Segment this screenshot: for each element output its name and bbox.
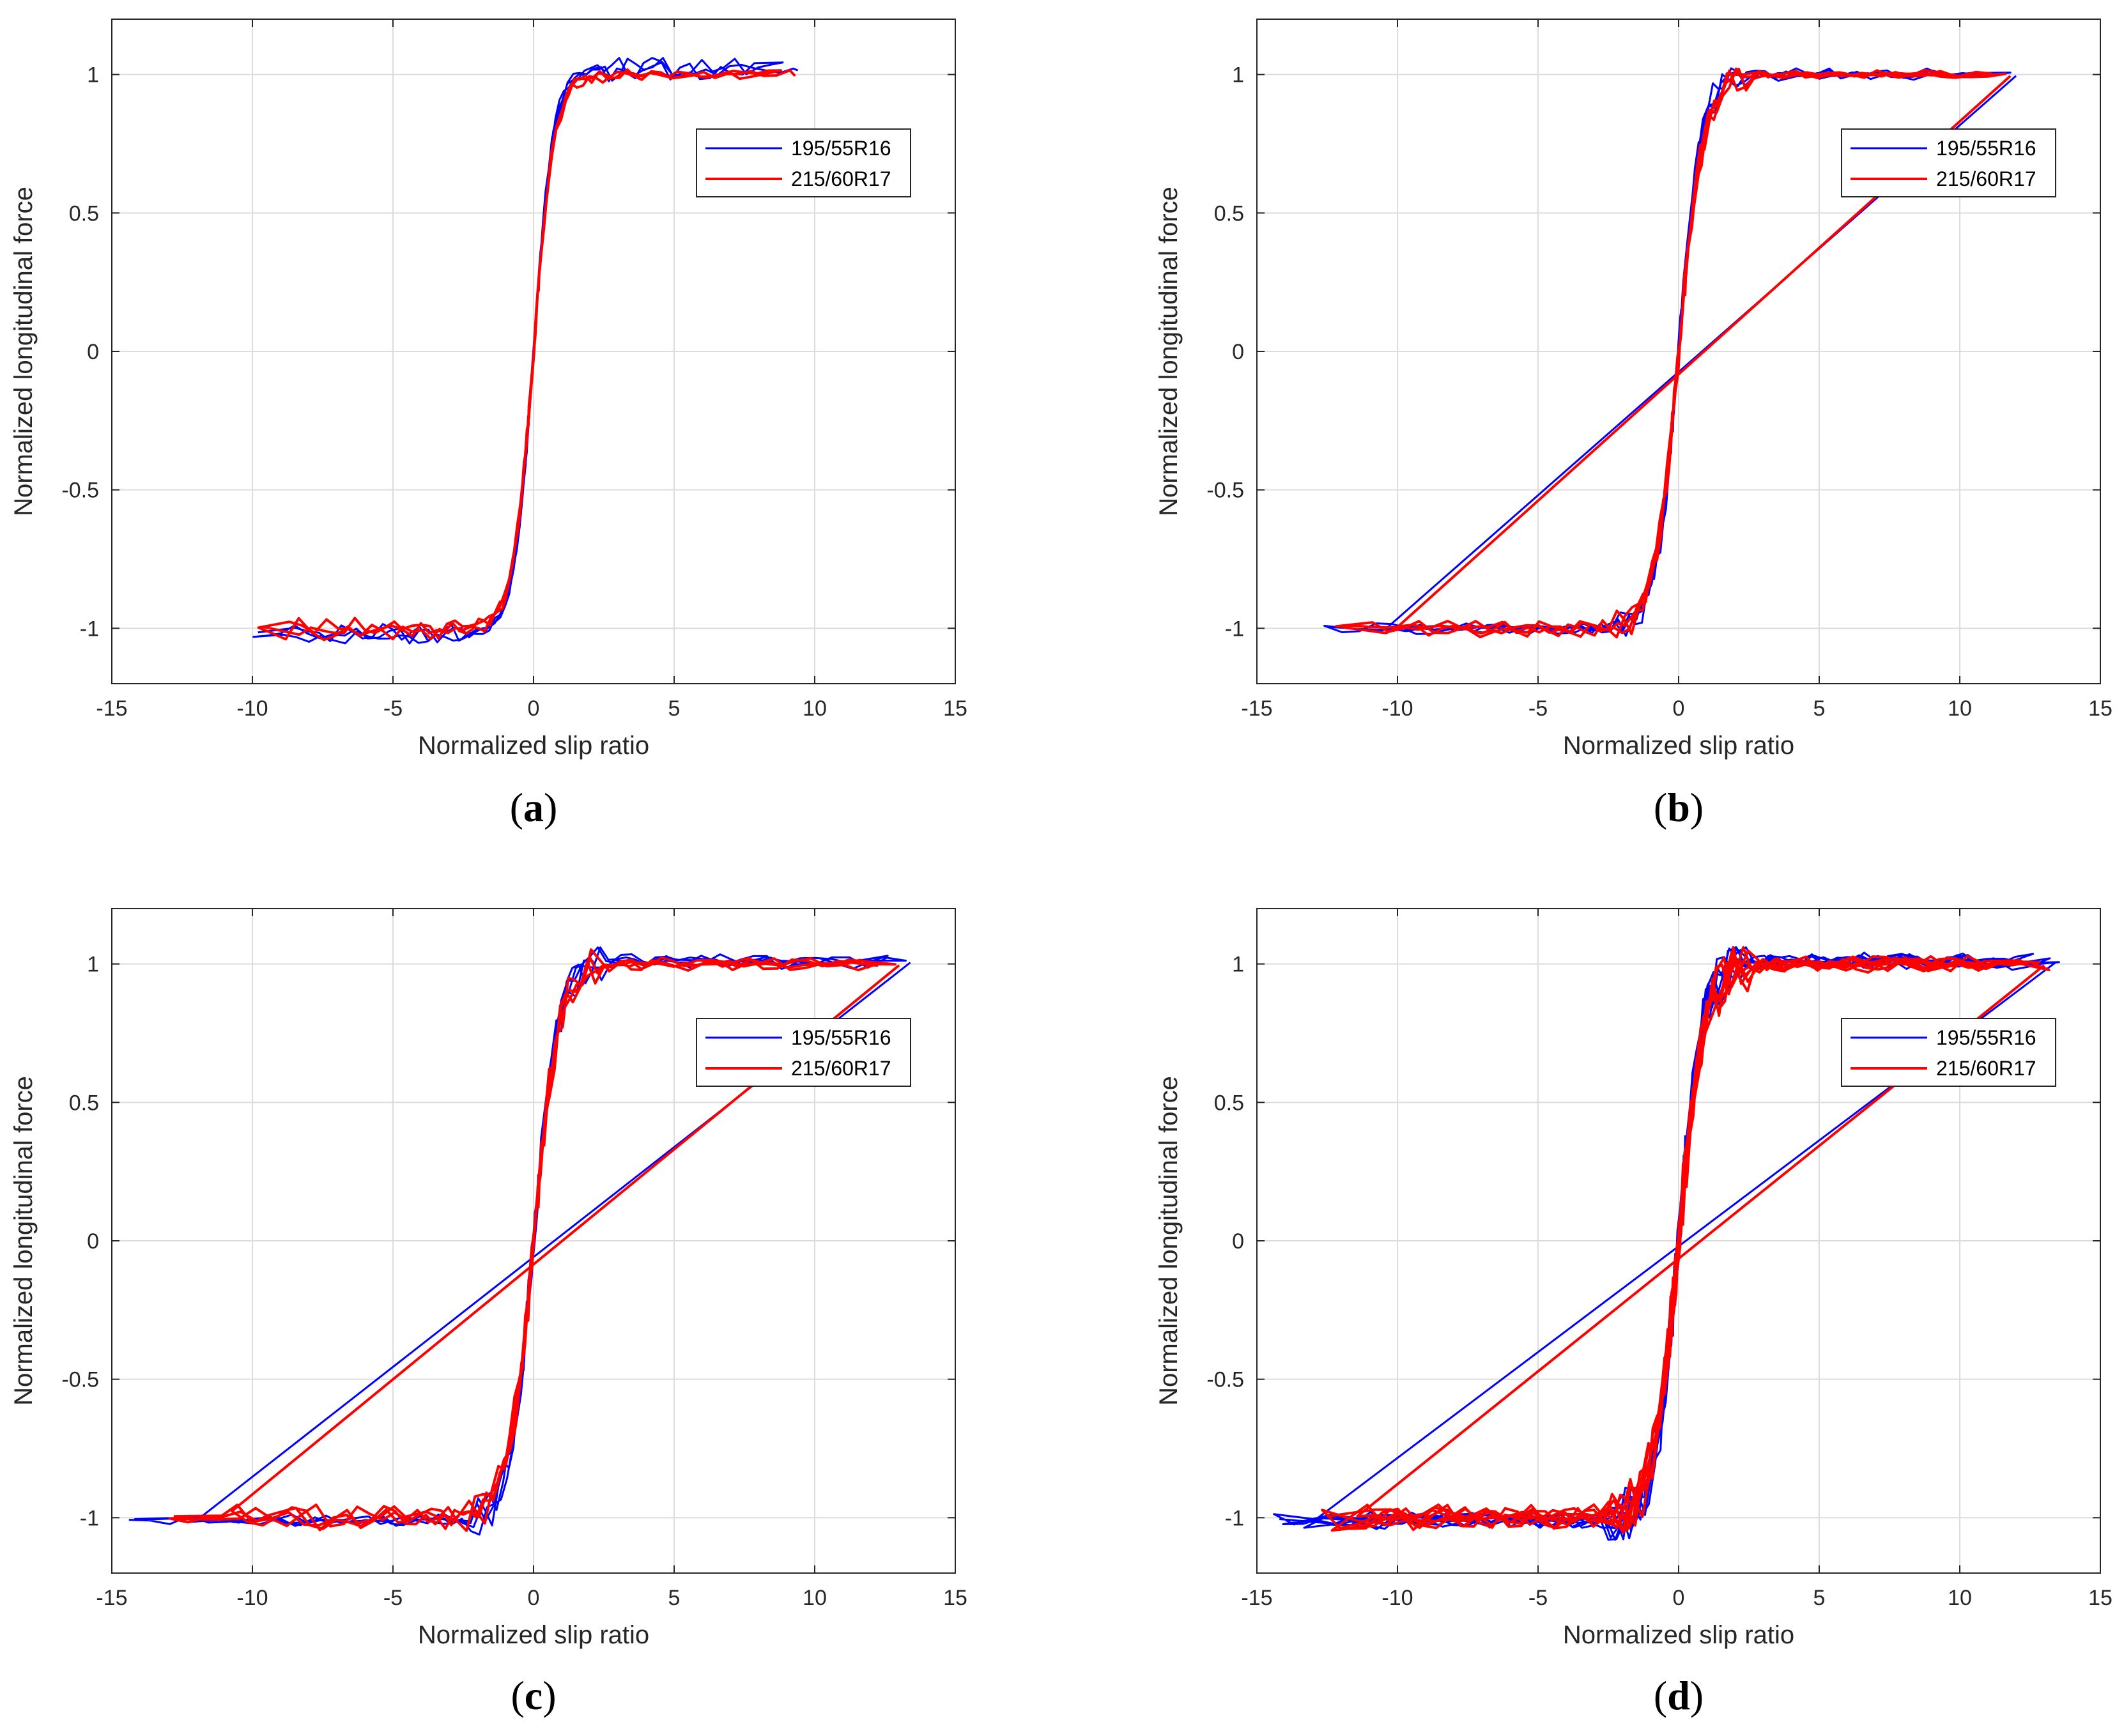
- x-tick-label: 0: [528, 696, 540, 721]
- x-tick-label: -10: [236, 696, 268, 721]
- y-axis-label: Normalized longitudinal force: [1155, 1076, 1183, 1406]
- y-tick-label: 0: [1232, 340, 1244, 364]
- x-tick-label: 0: [528, 1586, 540, 1610]
- x-tick-label: -5: [383, 696, 403, 721]
- series-line-195/55R16: [128, 946, 911, 1536]
- y-tick-label: -0.5: [1206, 1368, 1244, 1392]
- x-axis-label: Normalized slip ratio: [418, 732, 649, 760]
- series-line-215/60R17: [1321, 946, 2051, 1534]
- y-tick-label: -1: [1225, 617, 1244, 641]
- y-tick-label: 0.5: [1214, 201, 1244, 226]
- series-line-215/60R17: [168, 948, 900, 1532]
- panel-caption: (b): [1654, 785, 1704, 830]
- legend: 195/55R16 215/60R17: [696, 1018, 911, 1087]
- y-tick-label: -1: [80, 1506, 99, 1530]
- y-tick-label: 0: [87, 340, 99, 364]
- y-axis-label: Normalized longitudinal force: [10, 1076, 38, 1406]
- legend: 195/55R16 215/60R17: [696, 128, 911, 197]
- x-tick-label: 10: [1948, 1586, 1972, 1610]
- x-tick-label: 15: [2088, 696, 2112, 721]
- x-tick-label: 10: [1948, 696, 1972, 721]
- legend-label: 195/55R16: [791, 137, 891, 160]
- y-tick-label: -1: [1225, 1506, 1244, 1530]
- x-tick-label: -5: [1528, 696, 1548, 721]
- x-axis-label: Normalized slip ratio: [1563, 732, 1794, 760]
- legend-label: 195/55R16: [791, 1026, 891, 1049]
- x-tick-label: 15: [943, 1586, 967, 1610]
- legend: 195/55R16 215/60R17: [1841, 1018, 2056, 1087]
- y-tick-label: 0.5: [1214, 1091, 1244, 1115]
- legend-box: [1841, 1018, 2056, 1087]
- x-tick-label: -15: [96, 696, 127, 721]
- x-tick-label: 0: [1673, 696, 1685, 721]
- x-tick-label: 15: [2088, 1586, 2112, 1610]
- x-tick-label: -10: [1381, 1586, 1413, 1610]
- legend-label: 195/55R16: [1936, 1026, 2036, 1049]
- chart-panel-d: -15 -10 -5 0 5 10 15 -1 -0.5 0 0.5 1 Normalized slip…: [1155, 908, 2112, 1718]
- panel-caption: (c): [511, 1673, 556, 1718]
- x-axis-label: Normalized slip ratio: [1563, 1621, 1794, 1649]
- legend-label: 215/60R17: [791, 1057, 891, 1080]
- x-tick-label: 5: [668, 1586, 681, 1610]
- y-tick-label: 0: [1232, 1229, 1244, 1254]
- legend: 195/55R16 215/60R17: [1841, 128, 2056, 197]
- y-tick-label: 1: [1232, 63, 1244, 88]
- x-tick-label: -5: [1528, 1586, 1548, 1610]
- legend-label: 195/55R16: [1936, 137, 2036, 160]
- x-tick-label: -10: [1381, 696, 1413, 721]
- x-tick-label: -15: [96, 1586, 127, 1610]
- series-line-215/60R17: [257, 68, 796, 641]
- chart-panel-a: -15 -10 -5 0 5 10 15 -1 -0.5 0 0.5 1 Normalized slip…: [10, 19, 967, 830]
- y-tick-label: -1: [80, 617, 99, 641]
- panel-caption: (a): [510, 785, 558, 830]
- x-tick-label: 10: [803, 696, 827, 721]
- y-tick-label: -0.5: [61, 479, 99, 503]
- x-tick-label: -15: [1241, 696, 1272, 721]
- x-axis-label: Normalized slip ratio: [418, 1621, 649, 1649]
- legend-label: 215/60R17: [1936, 1057, 2036, 1080]
- y-tick-label: 0.5: [69, 1091, 99, 1115]
- x-tick-label: 10: [803, 1586, 827, 1610]
- legend-box: [696, 1018, 911, 1087]
- legend-box: [1841, 128, 2056, 197]
- y-axis-label: Normalized longitudinal force: [1155, 187, 1183, 516]
- y-axis-label: Normalized longitudinal force: [10, 187, 38, 516]
- y-tick-label: 1: [87, 953, 99, 977]
- series-line-215/60R17: [1335, 67, 2012, 639]
- x-tick-label: 5: [1813, 696, 1826, 721]
- y-tick-label: -0.5: [61, 1368, 99, 1392]
- y-tick-label: 0.5: [69, 201, 99, 226]
- chart-panel-b: -15 -10 -5 0 5 10 15 -1 -0.5 0 0.5 1 Normalized slip…: [1155, 19, 2112, 830]
- x-tick-label: -5: [383, 1586, 403, 1610]
- legend-label: 215/60R17: [791, 167, 891, 190]
- x-tick-label: -10: [236, 1586, 268, 1610]
- x-tick-label: 0: [1673, 1586, 1685, 1610]
- y-tick-label: 1: [87, 63, 99, 88]
- y-tick-label: 0: [87, 1229, 99, 1254]
- legend-box: [696, 128, 911, 197]
- x-tick-label: -15: [1241, 1586, 1272, 1610]
- y-tick-label: -0.5: [1206, 479, 1244, 503]
- x-tick-label: 15: [943, 696, 967, 721]
- x-tick-label: 5: [1813, 1586, 1826, 1610]
- chart-panel-c: -15 -10 -5 0 5 10 15 -1 -0.5 0 0.5 1 Normalized slip…: [10, 908, 967, 1718]
- panel-caption: (d): [1654, 1673, 1704, 1718]
- x-tick-label: 5: [668, 696, 681, 721]
- legend-label: 215/60R17: [1936, 167, 2036, 190]
- y-tick-label: 1: [1232, 953, 1244, 977]
